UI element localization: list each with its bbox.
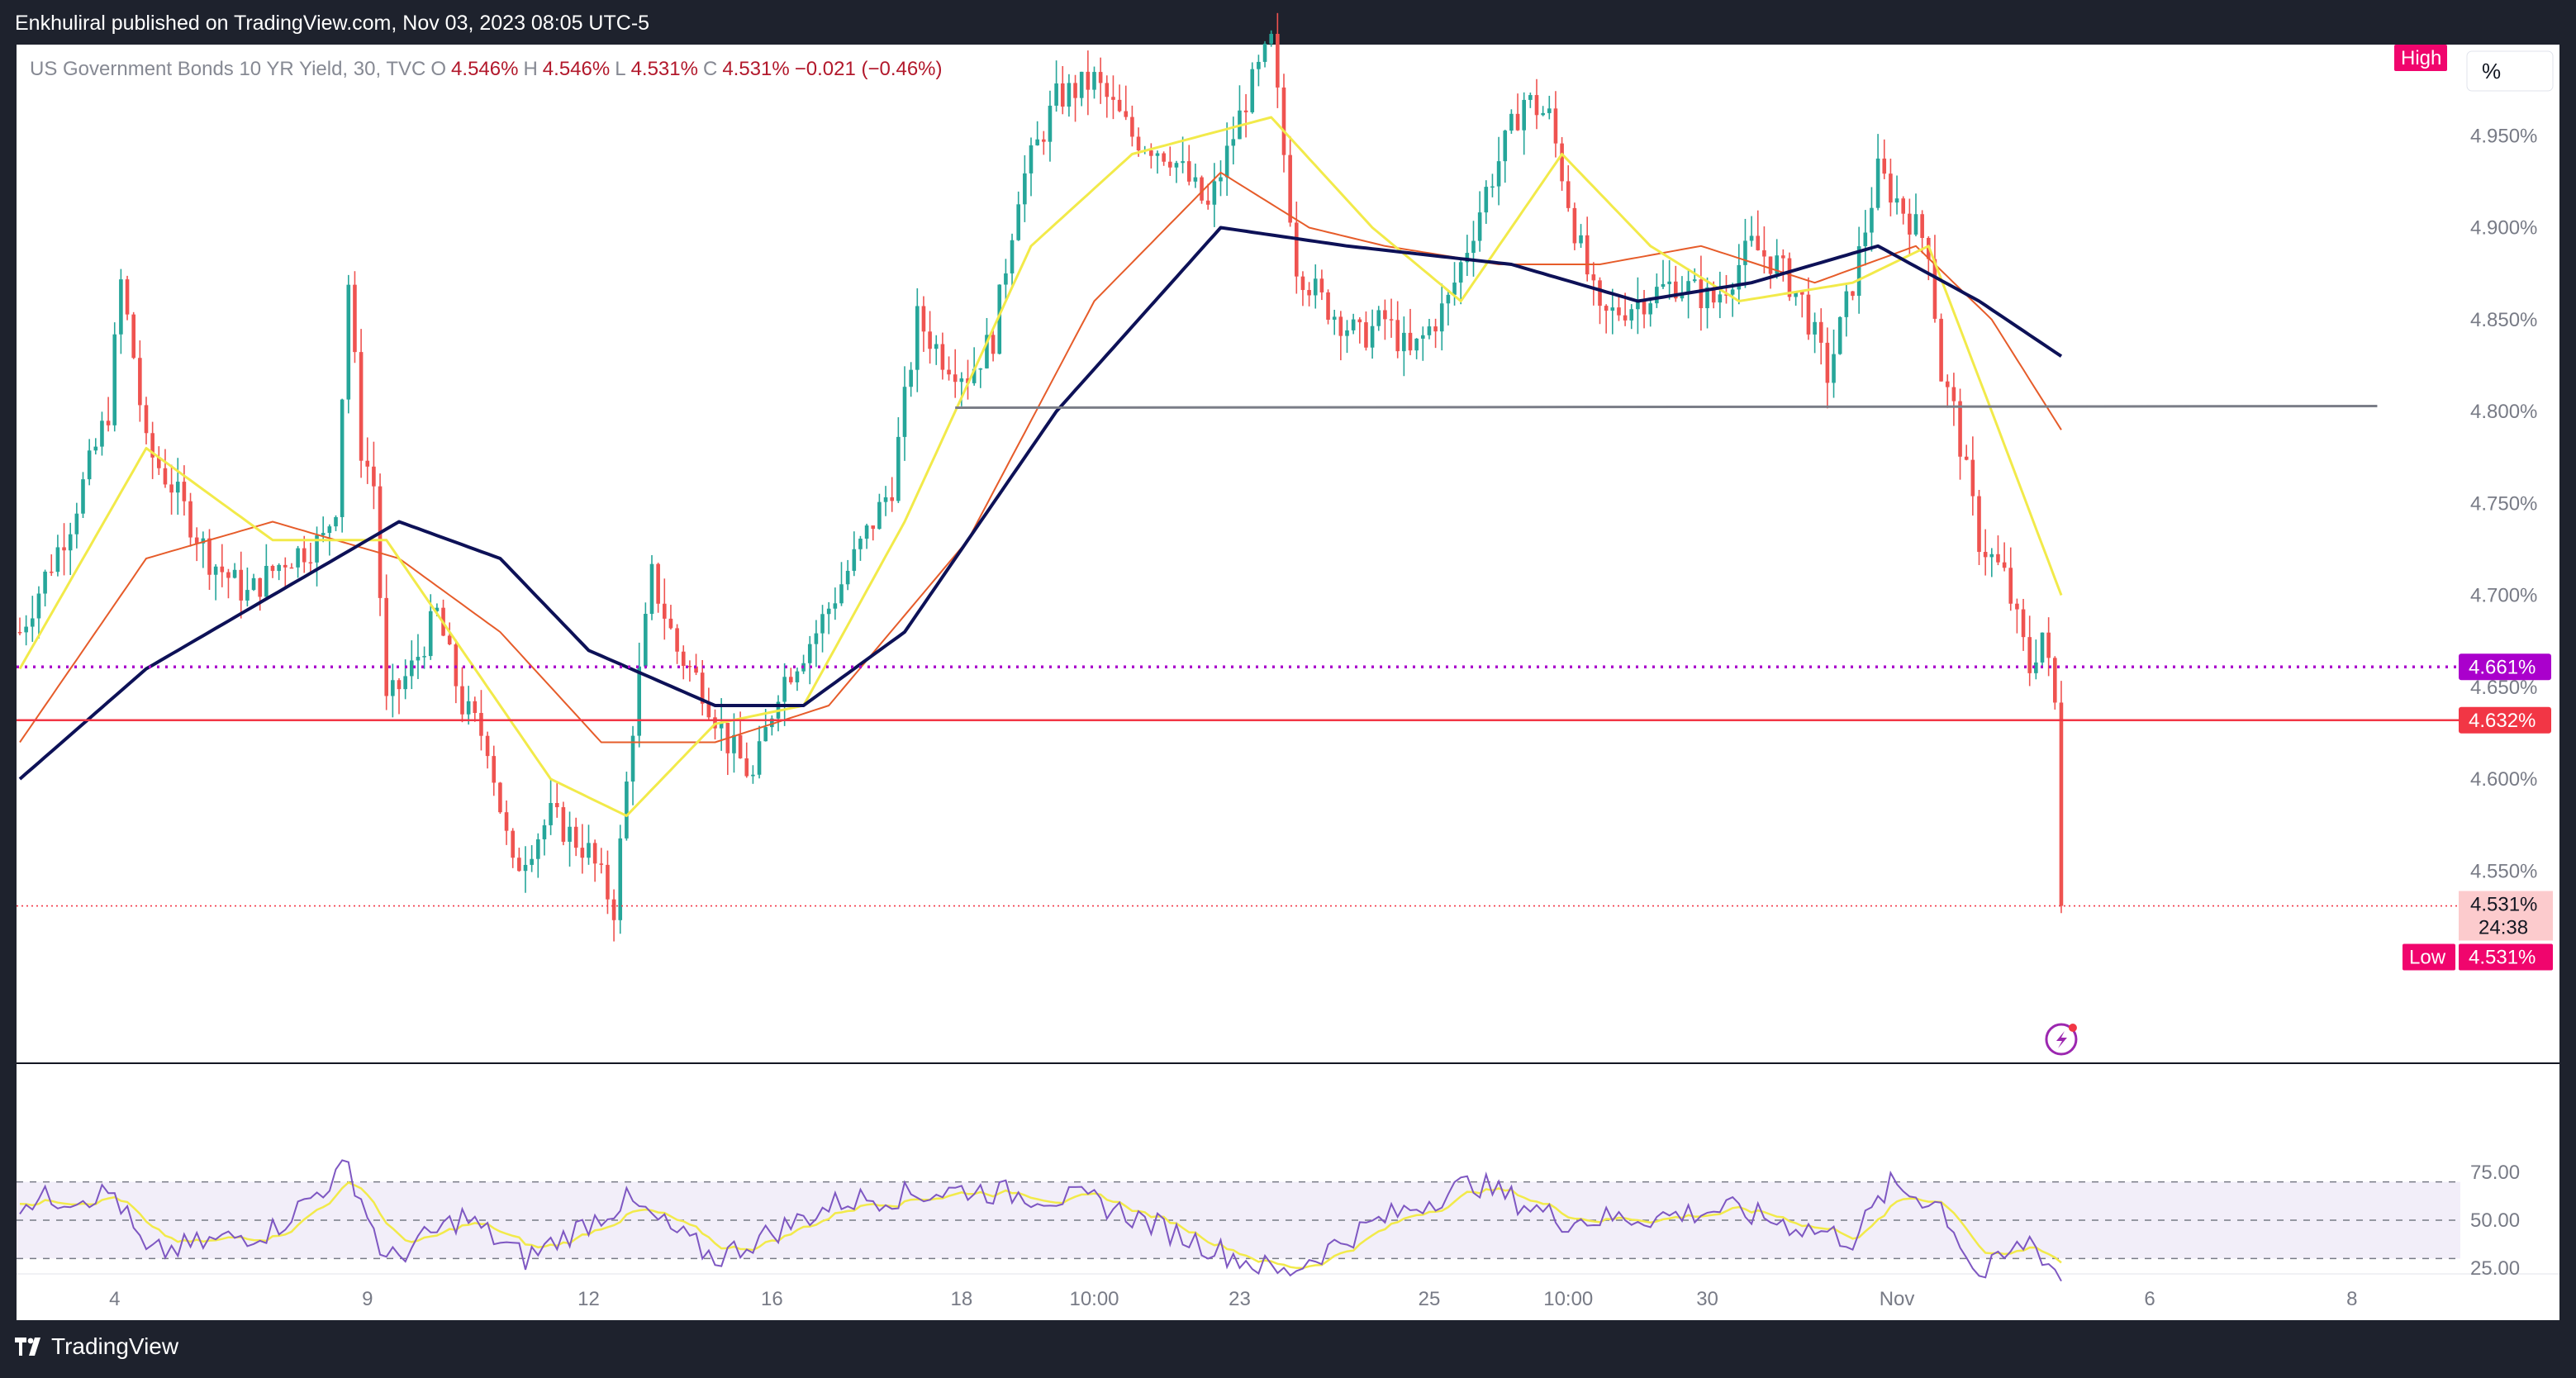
close-value: 4.531% bbox=[722, 58, 790, 80]
open-label: O bbox=[430, 58, 447, 80]
publisher-text: Enkhuliral published on TradingView.com,… bbox=[15, 12, 650, 35]
open-value: 4.546% bbox=[451, 58, 519, 80]
footer-bar: TradingView bbox=[0, 1320, 2576, 1378]
tradingview-logo[interactable]: TradingView bbox=[15, 1333, 178, 1360]
tradingview-logo-icon bbox=[15, 1338, 40, 1356]
publisher-bar: Enkhuliral published on TradingView.com,… bbox=[0, 0, 2576, 45]
chart-frame[interactable] bbox=[17, 45, 2559, 1320]
high-value: 4.546% bbox=[542, 58, 611, 80]
high-label: H bbox=[523, 58, 538, 80]
low-value: 4.531% bbox=[630, 58, 698, 80]
change-value: −0.021 (−0.46%) bbox=[794, 58, 943, 80]
symbol-label: US Government Bonds 10 YR Yield, 30, TVC bbox=[30, 58, 426, 80]
low-label: L bbox=[615, 58, 626, 80]
brand-label: TradingView bbox=[51, 1333, 179, 1359]
close-label: C bbox=[702, 58, 718, 80]
ohlc-legend: US Government Bonds 10 YR Yield, 30, TVC… bbox=[30, 58, 943, 81]
